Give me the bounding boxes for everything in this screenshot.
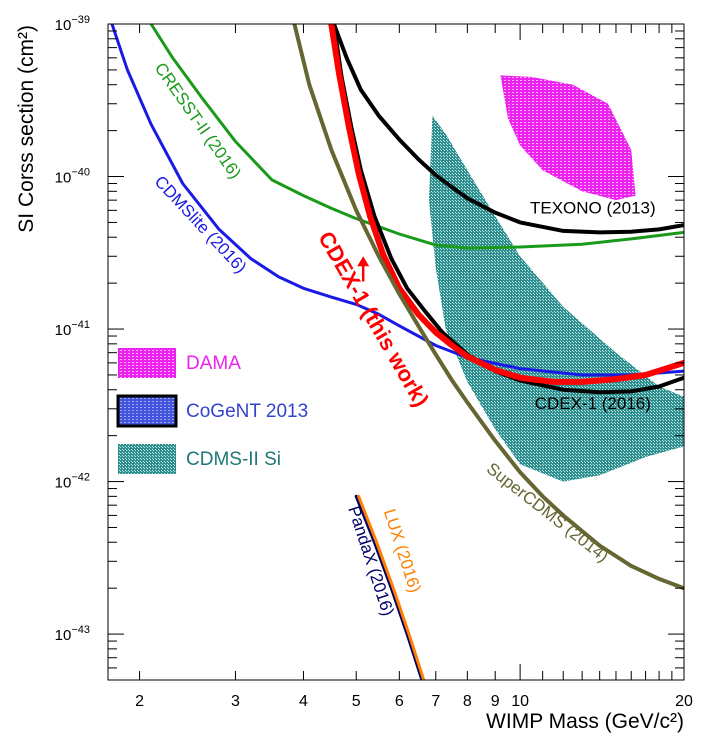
y-tick-label: 10−40 xyxy=(55,167,90,187)
x-tick-label: 3 xyxy=(231,693,240,710)
y-tick-label: 10−42 xyxy=(55,472,90,492)
x-tick-label: 4 xyxy=(299,693,308,710)
annotation-texono-2013: TEXONO (2013) xyxy=(530,199,656,218)
region-dama xyxy=(500,75,636,201)
x-tick-label: 20 xyxy=(675,693,693,710)
series-cdmslite-2016-line xyxy=(110,24,684,377)
annotation-cdex-1-2016: CDEX-1 (2016) xyxy=(535,394,651,413)
series-lux-2016-line xyxy=(357,494,426,680)
x-tick-label: 10 xyxy=(511,693,529,710)
x-tick-label: 6 xyxy=(395,693,404,710)
curves xyxy=(110,24,684,680)
arrow-annotation xyxy=(357,256,370,282)
arrow-head xyxy=(357,256,370,267)
x-tick-label: 7 xyxy=(431,693,440,710)
y-tick-label: 10−41 xyxy=(55,319,90,339)
series-cdex-1-this-work-line xyxy=(328,24,684,385)
x-tick-label: 8 xyxy=(463,693,472,710)
series-cresst-ii-2016-line xyxy=(149,24,684,250)
annotation-cdmslite-2016: CDMSlite (2016) xyxy=(151,172,251,277)
y-tick-label: 10−39 xyxy=(55,14,90,34)
legend-swatch-cogent-2013 xyxy=(116,394,178,428)
series-texono-2013-line xyxy=(331,24,684,235)
x-axis-label: WIMP Mass (GeV/c²) xyxy=(486,710,684,733)
legend-swatch-cdms-ii-si xyxy=(118,444,176,474)
series-pandax-2016-line xyxy=(354,494,424,680)
x-tick-label: 2 xyxy=(135,693,144,710)
axes: 2 3 4 5 6 7 8 9 10 20 10−39 10−40 10−41 10−42 10−43 xyxy=(55,14,693,710)
regions xyxy=(428,75,684,482)
annotation-cresst-ii-2016: CRESST-II (2016) xyxy=(151,59,245,182)
series-supercdms-2014-line xyxy=(292,24,684,591)
plot-frame xyxy=(107,23,685,681)
y-tick-label: 10−43 xyxy=(55,624,90,644)
legend-label-cogent-2013: CoGeNT 2013 xyxy=(186,401,308,422)
legend: DAMA CoGeNT 2013 CDMS-II Si xyxy=(116,348,308,474)
legend-label-dama: DAMA xyxy=(186,353,241,374)
legend-label-cdms-ii-si: CDMS-II Si xyxy=(186,449,281,470)
legend-swatch-dama xyxy=(118,348,176,378)
x-tick-label: 5 xyxy=(352,693,361,710)
y-axis-label: SI Corss section (cm²) xyxy=(15,25,38,233)
x-tick-label: 9 xyxy=(491,693,500,710)
